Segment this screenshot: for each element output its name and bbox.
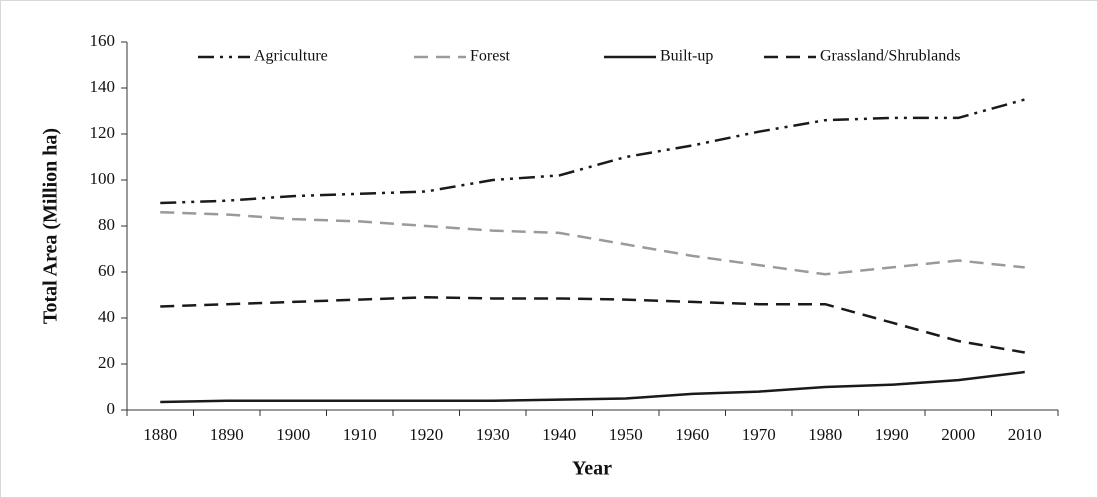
x-tick-label: 1940 [542, 425, 576, 444]
x-tick-label: 1970 [742, 425, 776, 444]
x-tick-label: 1890 [210, 425, 244, 444]
y-tick-label: 80 [98, 215, 115, 234]
x-axis-title: Year [572, 458, 612, 480]
legend-label: Built-up [660, 48, 713, 65]
x-tick-label: 1960 [675, 425, 709, 444]
x-tick-label: 1990 [875, 425, 909, 444]
y-tick-label: 160 [90, 31, 116, 50]
x-tick-label: 1880 [143, 425, 177, 444]
series-line [160, 296, 1025, 354]
x-tick-label: 1920 [409, 425, 443, 444]
y-tick-label: 140 [90, 77, 116, 96]
series-line [160, 210, 1025, 276]
series-line [160, 370, 1025, 404]
x-tick-label: 1910 [343, 425, 377, 444]
y-tick-label: 60 [98, 261, 115, 280]
x-tick-label: 1980 [808, 425, 842, 444]
x-tick-label: 1930 [476, 425, 510, 444]
x-tick-label: 2000 [941, 425, 975, 444]
legend-label: Agriculture [254, 48, 328, 65]
legend-label: Grassland/Shrublands [820, 48, 960, 65]
legend-label: Forest [470, 48, 511, 65]
x-tick-label: 1950 [609, 425, 643, 444]
y-tick-label: 40 [98, 307, 115, 326]
y-tick-label: 120 [90, 123, 116, 142]
y-tick-label: 100 [90, 169, 116, 188]
x-tick-label: 2010 [1008, 425, 1042, 444]
y-tick-label: 0 [107, 399, 116, 418]
series-line [160, 98, 1026, 205]
y-tick-label: 20 [98, 353, 115, 372]
x-tick-label: 1900 [276, 425, 310, 444]
y-axis-title: Total Area (Million ha) [40, 128, 62, 324]
